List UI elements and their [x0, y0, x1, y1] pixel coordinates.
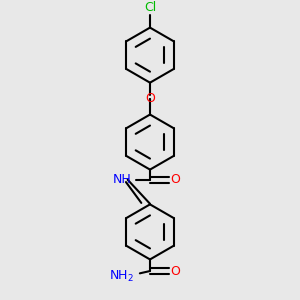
Text: O: O: [171, 265, 180, 278]
Text: O: O: [171, 173, 180, 186]
Text: NH: NH: [112, 173, 131, 186]
Text: Cl: Cl: [144, 1, 156, 14]
Text: NH$_2$: NH$_2$: [109, 269, 134, 284]
Text: O: O: [145, 92, 155, 105]
